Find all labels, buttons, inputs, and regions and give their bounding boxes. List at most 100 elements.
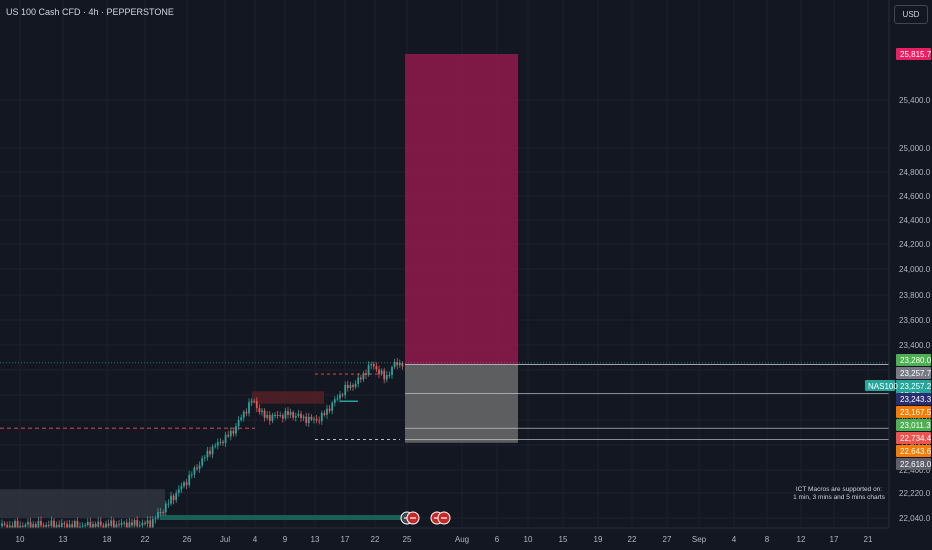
x-tick-label: 22 [371,535,380,544]
candle-body [388,375,391,377]
candle-body [372,364,375,367]
candle-body [79,526,81,528]
candle-body [29,522,32,529]
candle-body [294,416,297,418]
candle-body [183,482,185,487]
candle-body [47,524,50,527]
price-label-bg [896,367,931,379]
time-axis[interactable] [0,528,932,550]
candle-body [86,522,89,526]
candle-body [159,512,162,514]
candle-body [305,416,308,423]
symbol-tag-bg [865,380,895,391]
y-tick-label: 23,600.0 [899,316,931,325]
candle-body [391,367,393,376]
candle-body [349,385,352,389]
candle-body [73,521,76,528]
y-tick-label: 24,600.0 [899,192,931,201]
candle-body [84,525,87,527]
x-tick-label: 10 [16,535,25,544]
candle-body [133,520,136,526]
candle-body [45,524,48,527]
candle-body [3,523,6,525]
price-label-bg [896,419,931,431]
x-tick-label: Aug [455,535,469,544]
y-tick-label: 24,800.0 [899,168,931,177]
stop-zone[interactable] [405,364,518,443]
ict-macros-note: ICT Macros are supported on: 1 min, 3 mi… [784,486,894,501]
candle-body [40,520,42,526]
candle-body [224,434,227,444]
price-label: 23,257.2 [900,382,932,391]
candle-body [131,522,133,526]
price-label: 23,011.3 [900,421,931,430]
range-box [0,489,165,518]
candle-body [107,523,110,526]
x-tick-label: 15 [559,535,568,544]
candle-body [1,523,3,527]
x-tick-label: 27 [663,535,672,544]
candle-body [245,411,248,414]
event-markers[interactable] [400,511,451,525]
time-axis-ticks: 10 13 18 22 26 Jul 4 9 13 17 22 25 Aug 6 10 15 19 22 27 Sep… [16,535,873,544]
candle-body [255,401,258,409]
candle-body [19,525,22,529]
candle-body [190,474,193,476]
candle-body [120,522,123,525]
candle-body [237,420,240,427]
candle-body [128,522,131,529]
candle-body [172,495,175,501]
supply-box [252,391,324,404]
candle-body [63,522,66,524]
candle-body [94,523,97,527]
candle-body [66,523,68,529]
candle-body [115,524,118,529]
candle-body [162,512,165,514]
candle-body [16,520,19,529]
candle-body [112,520,115,529]
candle-body [393,361,396,368]
candle-body [222,441,224,444]
candle-body [367,365,370,375]
price-label-bg [896,445,931,457]
price-label: 23,257.7 [900,369,932,378]
price-label: 25,815.7 [900,50,932,59]
candle-body [138,525,141,527]
candle-body [276,414,279,416]
x-tick-label: Jul [220,535,230,544]
candle-body [123,522,126,524]
candle-body [27,522,29,525]
x-tick-label: 6 [495,535,500,544]
price-label-bg [896,432,931,444]
candle-body [401,362,404,367]
candle-body [297,413,300,417]
x-tick-label: 9 [283,535,288,544]
candle-body [279,415,282,417]
candle-body [310,416,313,420]
currency-button[interactable]: USD [894,5,928,24]
candle-body [268,414,271,421]
candle-body [60,522,63,527]
candle-body [357,377,360,384]
price-label-bg [896,48,931,60]
candle-body [164,503,167,513]
x-tick-label: 21 [864,535,873,544]
candle-body [248,402,250,414]
x-tick-label: 13 [59,535,68,544]
candle-body [292,412,295,418]
candle-body [8,525,11,529]
candle-body [339,394,341,399]
target-zone[interactable] [405,54,518,365]
horizontal-lines [0,362,889,440]
candle-body [198,465,201,469]
position-zones [0,54,518,520]
candle-body [211,446,214,455]
x-tick-label: 4 [732,535,737,544]
candle-body [11,525,14,529]
candle-body [209,450,211,455]
candle-body [240,417,243,421]
candle-body [315,418,318,421]
candle-body [328,408,331,411]
candle-body [352,385,354,387]
